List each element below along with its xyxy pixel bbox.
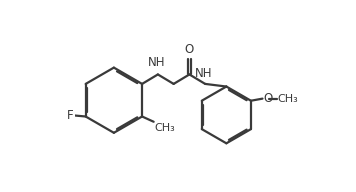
Text: NH: NH	[147, 56, 165, 69]
Text: CH₃: CH₃	[278, 94, 299, 104]
Text: CH₃: CH₃	[155, 123, 175, 133]
Text: O: O	[263, 92, 272, 105]
Text: O: O	[185, 43, 194, 56]
Text: NH: NH	[195, 67, 213, 80]
Text: F: F	[67, 109, 73, 122]
